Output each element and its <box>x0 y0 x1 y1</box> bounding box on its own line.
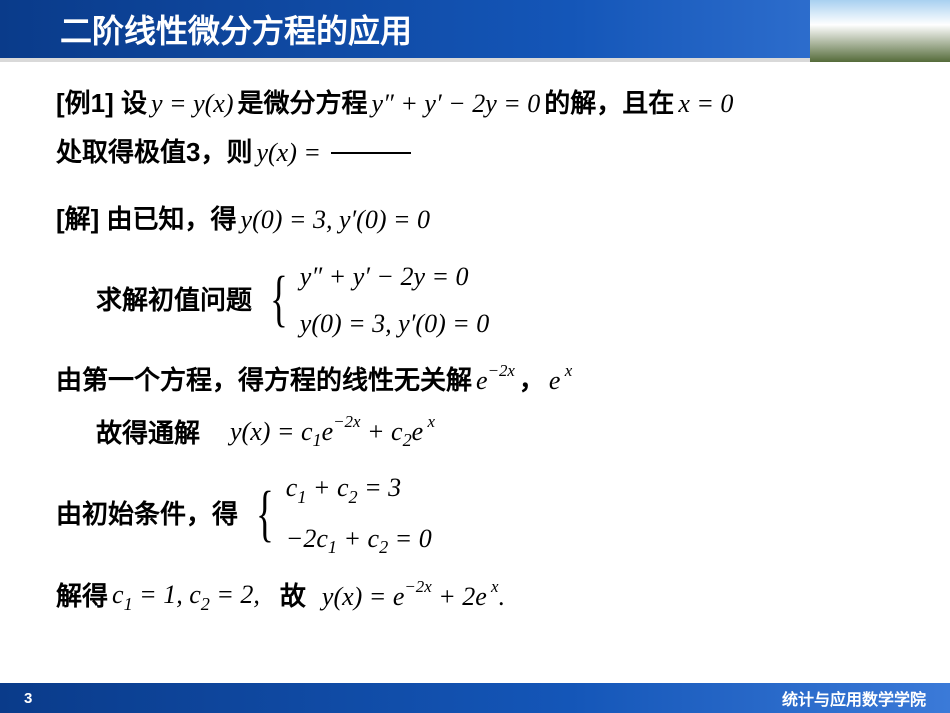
text-5c: ， <box>519 361 545 400</box>
fill-blank <box>331 152 411 154</box>
initial-condition-line: 由初始条件，得 { c1 + c2 = 3 −2c1 + c2 = 0 <box>48 464 902 565</box>
text-5a: 由第一个方程，得方程的线性无关解 <box>56 361 472 400</box>
eq-yx-equals: y(x) = <box>256 133 320 172</box>
ivp-system: { y″ + y′ − 2y = 0 y(0) = 3, y′(0) = 0 <box>264 253 489 347</box>
eq-general: y(x) = c1e−2x + c2e x <box>230 412 435 454</box>
text-8a: 解得 <box>56 577 108 616</box>
eq-ic-2: −2c1 + c2 = 0 <box>286 519 432 561</box>
solution-label: [解] 由已知，得 <box>56 200 237 239</box>
eq-final: y(x) = e−2x + 2e x. <box>322 577 505 616</box>
eq-c-values: c1 = 1, c2 = 2, <box>112 575 260 617</box>
left-brace-icon-2: { <box>256 487 274 543</box>
slide-title: 二阶线性微分方程的应用 <box>60 6 412 52</box>
eq-initial: y(0) = 3, y′(0) = 0 <box>241 200 431 239</box>
solution-line-1: [解] 由已知，得 y(0) = 3, y′(0) = 0 <box>48 200 902 239</box>
slide-footer: 3 统计与应用数学学院 <box>0 683 950 713</box>
example-label: [例1] 设 <box>56 84 147 123</box>
text-6a: 故得通解 <box>96 414 200 453</box>
slide-header: 二阶线性微分方程的应用 <box>0 0 950 62</box>
example-line-1: [例1] 设 y = y(x) 是微分方程 y″ + y′ − 2y = 0 的… <box>48 84 902 123</box>
eq-ic-1: c1 + c2 = 3 <box>286 468 432 510</box>
left-brace-icon: { <box>270 272 288 328</box>
eq-sol-2: e x <box>549 361 572 400</box>
example-line-2: 处取得极值3，则 y(x) = <box>48 133 902 172</box>
text-2a: 处取得极值3，则 <box>56 133 252 172</box>
header-photo <box>810 0 950 62</box>
final-solution-line: 解得 c1 = 1, c2 = 2, 故 y(x) = e−2x + 2e x. <box>48 575 902 617</box>
slide-content: [例1] 设 y = y(x) 是微分方程 y″ + y′ − 2y = 0 的… <box>0 62 950 618</box>
eq-sol-1: e−2x <box>476 361 515 400</box>
independent-solutions-line: 由第一个方程，得方程的线性无关解 e−2x ， e x <box>48 361 902 400</box>
department-name: 统计与应用数学学院 <box>782 686 926 710</box>
ivp-line: 求解初值问题 { y″ + y′ − 2y = 0 y(0) = 3, y′(0… <box>48 253 902 347</box>
eq-ivp-1: y″ + y′ − 2y = 0 <box>300 257 490 296</box>
text-ivp: 求解初值问题 <box>96 281 252 320</box>
eq-x0: x = 0 <box>678 84 733 123</box>
eq-ode: y″ + y′ − 2y = 0 <box>372 84 541 123</box>
ic-system: { c1 + c2 = 3 −2c1 + c2 = 0 <box>250 464 432 565</box>
general-solution-line: 故得通解 y(x) = c1e−2x + c2e x <box>48 412 902 454</box>
eq-ivp-2: y(0) = 3, y′(0) = 0 <box>300 304 490 343</box>
text-7a: 由初始条件，得 <box>56 495 238 534</box>
text-1e: 的解，且在 <box>544 84 674 123</box>
page-number: 3 <box>24 690 32 707</box>
eq-y-def: y = y(x) <box>151 84 233 123</box>
text-8c: 故 <box>280 577 306 616</box>
text-1c: 是微分方程 <box>238 84 368 123</box>
